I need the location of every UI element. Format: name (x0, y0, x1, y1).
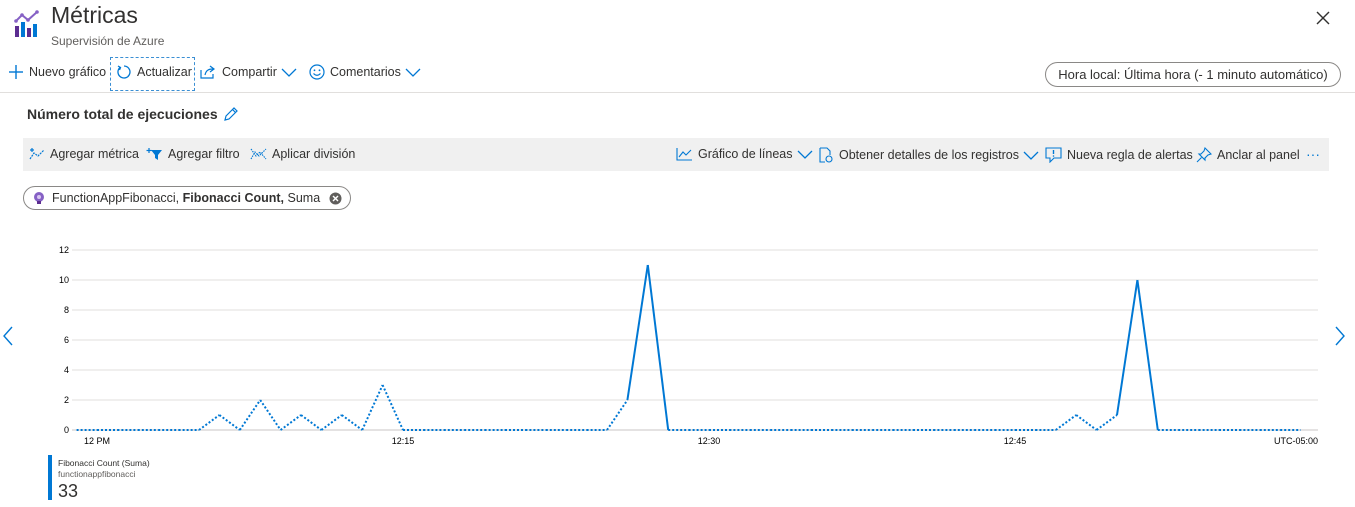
y-tick-label: 0 (64, 425, 69, 435)
series-segment (238, 399, 262, 431)
series-segment (1075, 414, 1098, 431)
chevron-down-icon (405, 68, 421, 77)
legend-series-name: Fibonacci Count (Suma) (58, 458, 150, 468)
page-subtitle: Supervisión de Azure (51, 34, 165, 48)
share-label: Compartir (222, 65, 277, 79)
chevron-down-icon (281, 68, 297, 77)
close-icon[interactable] (1312, 7, 1334, 29)
metric-pill[interactable]: FunctionAppFibonacci, Fibonacci Count, S… (23, 186, 352, 210)
lightbulb-icon (34, 192, 44, 204)
series-segment (626, 264, 649, 401)
get-logs-button[interactable]: Obtener detalles de los registros (818, 147, 1044, 163)
chevron-left-icon[interactable] (1, 325, 15, 347)
share-icon (200, 65, 215, 79)
series-segment (341, 414, 363, 431)
add-filter-label: Agregar filtro (168, 147, 240, 161)
series-segment (218, 414, 241, 431)
toolbar-divider (0, 92, 1355, 93)
series-segment (646, 264, 670, 431)
feedback-label: Comentarios (330, 65, 401, 79)
line-chart-icon (676, 148, 692, 161)
get-logs-label: Obtener detalles de los registros (839, 148, 1019, 162)
logs-document-icon (819, 147, 833, 163)
series-segment (1136, 279, 1159, 431)
pin-to-dashboard-label: Anclar al panel (1217, 148, 1300, 162)
plus-icon (9, 65, 23, 79)
new-chart-button[interactable]: Nuevo gráfico (8, 64, 106, 80)
more-options-button[interactable]: ··· (1306, 146, 1320, 162)
remove-circle-icon[interactable] (329, 192, 342, 205)
add-metric-label: Agregar métrica (50, 147, 139, 161)
smiley-icon (309, 64, 325, 80)
line-chart: 12 10 8 6 4 2 0 12 PM 12:15 12:30 12:45 UTC-05:00 (59, 245, 1318, 446)
y-tick-label: 4 (64, 365, 69, 375)
add-filter-button[interactable]: Agregar filtro (146, 147, 240, 161)
add-metric-button[interactable]: Agregar métrica (29, 147, 139, 161)
x-tick-label: 12:30 (698, 436, 721, 446)
chart-command-bar (23, 138, 1329, 171)
pin-to-dashboard-button[interactable]: Anclar al panel (1196, 147, 1300, 163)
series-segment (381, 384, 404, 431)
chart-title-row: Número total de ejecuciones (27, 106, 239, 122)
y-tick-label: 2 (64, 395, 69, 405)
new-chart-label: Nuevo gráfico (29, 65, 107, 79)
apply-split-icon (250, 148, 267, 160)
refresh-focus-outline (110, 57, 195, 91)
time-range-label: Hora local: Última hora (- 1 minuto auto… (1058, 67, 1328, 82)
new-alert-rule-label: Nueva regla de alertas (1067, 148, 1193, 162)
series-segment (1055, 414, 1077, 431)
chevron-down-icon (1023, 151, 1039, 160)
time-range-picker[interactable]: Hora local: Última hora (- 1 minuto auto… (1045, 62, 1341, 87)
legend-total-value: 33 (58, 481, 79, 501)
refresh-label: Actualizar (137, 65, 192, 79)
metric-aggregation: Suma (287, 191, 321, 205)
chevron-right-icon[interactable] (1333, 325, 1347, 347)
line-chart-button[interactable]: Gráfico de líneas (676, 147, 818, 161)
series-segment (361, 384, 384, 431)
y-tick-label: 12 (59, 245, 69, 255)
add-metric-icon (29, 148, 45, 160)
series-segment (198, 414, 220, 431)
metric-name: Fibonacci Count, (182, 191, 285, 205)
chart-title: Número total de ejecuciones (27, 106, 218, 122)
series-segment (259, 399, 282, 431)
metric-resource: FunctionAppFibonacci, (52, 191, 180, 205)
series-segment (606, 399, 629, 431)
page-title: Métricas (51, 2, 138, 28)
series-segment (320, 414, 343, 431)
y-tick-label: 8 (64, 305, 69, 315)
timezone-label: UTC-05:00 (1274, 436, 1318, 446)
edit-pencil-icon[interactable] (223, 106, 239, 122)
legend-color-bar (48, 455, 52, 500)
metrics-icon (14, 10, 39, 37)
refresh-button[interactable]: Actualizar (116, 64, 192, 80)
refresh-icon (117, 65, 131, 79)
series-segment (280, 414, 302, 431)
pin-icon (1196, 147, 1212, 163)
apply-split-label: Aplicar división (272, 147, 356, 161)
chevron-down-icon (797, 150, 812, 159)
series-segment (1096, 414, 1118, 431)
y-tick-label: 10 (59, 275, 69, 285)
new-alert-rule-button[interactable]: Nueva regla de alertas (1045, 147, 1193, 163)
add-filter-icon (146, 148, 162, 160)
series-segment (1116, 279, 1139, 416)
line-chart-label: Gráfico de líneas (698, 147, 793, 161)
x-tick-label: 12:15 (392, 436, 415, 446)
series-segment (300, 414, 322, 431)
y-tick-label: 6 (64, 335, 69, 345)
share-button[interactable]: Compartir (200, 64, 302, 80)
x-tick-label: 12 PM (84, 436, 110, 446)
feedback-button[interactable]: Comentarios (309, 64, 426, 80)
alert-icon (1045, 147, 1062, 163)
apply-split-button[interactable]: Aplicar división (250, 147, 355, 161)
x-tick-label: 12:45 (1004, 436, 1027, 446)
legend-resource-name: functionappfibonacci (58, 469, 136, 479)
